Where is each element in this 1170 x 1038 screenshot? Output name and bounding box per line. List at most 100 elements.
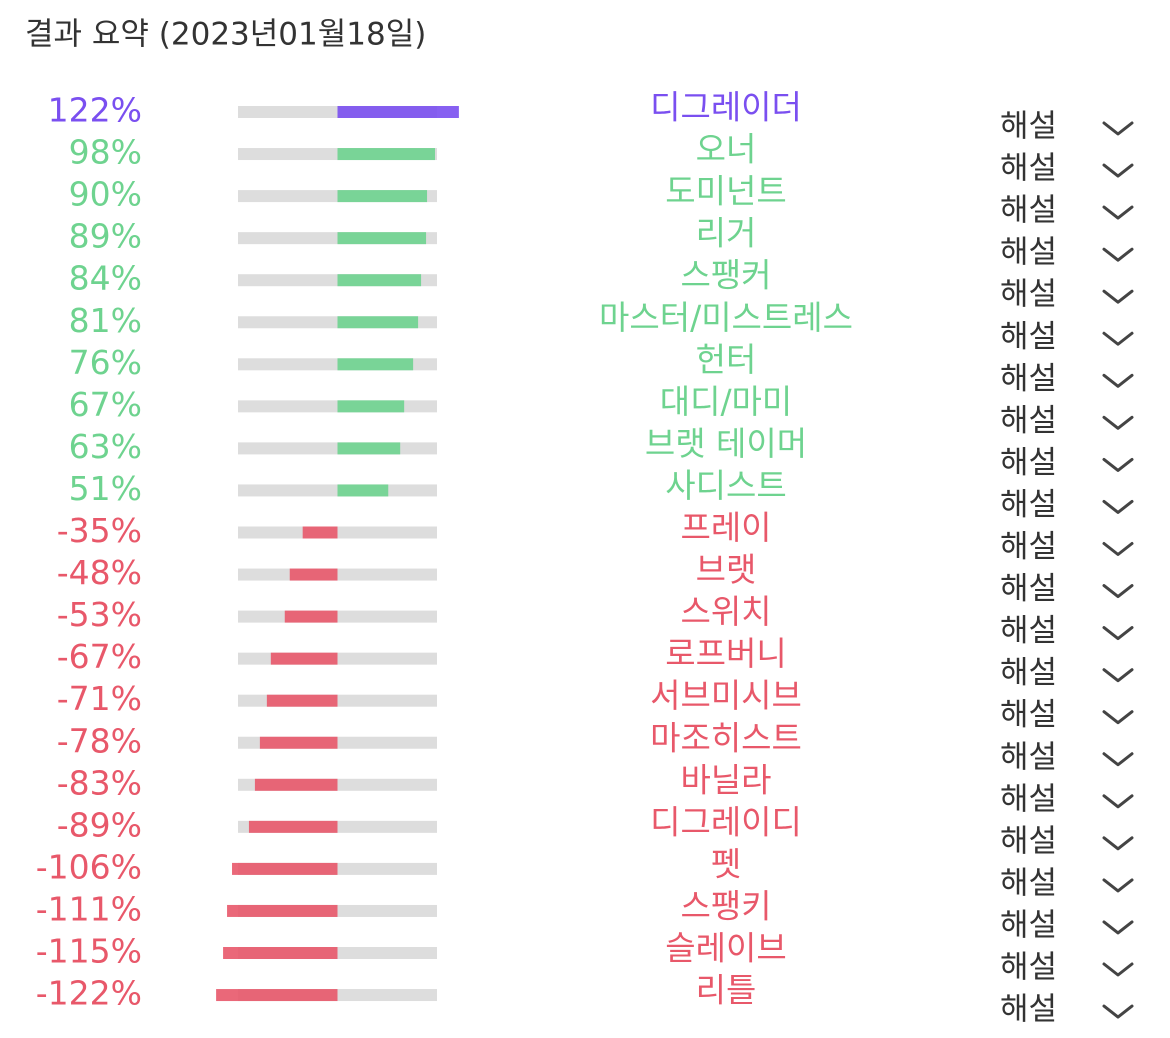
chevron-icon[interactable]: [1102, 289, 1134, 304]
value-label: -35%: [57, 511, 142, 550]
bar: [248, 820, 338, 833]
detail-toggle[interactable]: 해설: [1000, 151, 1057, 187]
chevron-icon[interactable]: [1102, 794, 1134, 809]
bar: [270, 652, 338, 665]
detail-toggle[interactable]: 해설: [1000, 109, 1057, 145]
category-label: 스팽키: [680, 886, 771, 925]
detail-toggle[interactable]: 해설: [1000, 950, 1057, 986]
bar: [232, 862, 338, 875]
bar: [289, 568, 338, 581]
detail-toggle[interactable]: 해설: [1000, 655, 1057, 691]
chevron-icon[interactable]: [1102, 415, 1134, 430]
value-label: 63%: [69, 427, 142, 466]
detail-toggle[interactable]: 해설: [1000, 361, 1057, 397]
detail-toggle[interactable]: 해설: [1000, 992, 1057, 1028]
chevron-icon[interactable]: [1102, 247, 1134, 262]
value-label: -122%: [36, 974, 142, 1013]
chevron-icon[interactable]: [1102, 962, 1134, 977]
category-label: 바닐라: [680, 760, 771, 799]
category-label: 스팽커: [680, 256, 771, 295]
chevron-icon[interactable]: [1102, 920, 1134, 935]
chevron-icon[interactable]: [1102, 542, 1134, 556]
category-label: 서브미시브: [650, 676, 802, 715]
bar: [227, 904, 338, 917]
bar: [337, 316, 419, 329]
chevron-icon[interactable]: [1102, 121, 1134, 136]
chevron-icon[interactable]: [1102, 373, 1134, 388]
detail-toggle[interactable]: 해설: [1000, 865, 1057, 901]
category-label: 마스터/미스트레스: [599, 298, 853, 337]
category-label: 리거: [696, 214, 757, 253]
category-label: 펫: [711, 844, 741, 883]
bar: [337, 400, 405, 413]
category-label: 리틀: [696, 971, 757, 1010]
chevron-icon[interactable]: [1102, 1004, 1134, 1019]
chevron-icon[interactable]: [1102, 584, 1134, 599]
bar: [302, 526, 338, 539]
detail-toggle[interactable]: 해설: [1000, 781, 1057, 817]
detail-toggle[interactable]: 해설: [1000, 319, 1057, 355]
chevron-icon[interactable]: [1102, 836, 1134, 851]
category-label: 헌터: [696, 340, 757, 379]
detail-toggle[interactable]: 해설: [1000, 487, 1057, 523]
value-label: -106%: [36, 847, 142, 886]
value-label: 81%: [69, 301, 142, 340]
chevron-icon[interactable]: [1102, 163, 1134, 178]
value-label: 76%: [69, 343, 142, 382]
category-label: 슬레이브: [665, 929, 786, 968]
category-label: 브랫: [696, 550, 757, 589]
detail-toggle[interactable]: 해설: [1000, 907, 1057, 943]
category-label: 디그레이디: [650, 802, 802, 841]
value-label: -48%: [57, 553, 142, 592]
detail-toggle[interactable]: 해설: [1000, 277, 1057, 313]
value-label: 89%: [69, 217, 142, 256]
value-label: -111%: [36, 889, 142, 928]
detail-toggle[interactable]: 해설: [1000, 193, 1057, 229]
bar: [337, 232, 427, 245]
value-label: -78%: [57, 721, 142, 760]
chevron-icon[interactable]: [1102, 710, 1134, 725]
value-label: 122%: [48, 91, 142, 130]
category-label: 프레이: [680, 508, 771, 547]
detail-toggle[interactable]: 해설: [1000, 235, 1057, 271]
value-label: 98%: [69, 133, 142, 172]
category-label: 로프버니: [665, 634, 786, 673]
category-label: 브랫 테이머: [645, 424, 807, 463]
bar: [259, 736, 338, 749]
bar: [223, 947, 338, 959]
detail-toggle[interactable]: 해설: [1000, 403, 1057, 439]
chevron-icon[interactable]: [1102, 205, 1134, 220]
detail-toggle[interactable]: 해설: [1000, 823, 1057, 859]
value-label: -89%: [57, 805, 142, 844]
chevron-icon[interactable]: [1102, 752, 1134, 767]
category-label: 사디스트: [665, 466, 786, 505]
value-label: -115%: [36, 932, 142, 971]
chevron-icon[interactable]: [1102, 457, 1134, 472]
chevron-icon[interactable]: [1102, 499, 1134, 514]
detail-toggle[interactable]: 해설: [1000, 697, 1057, 733]
value-label: 90%: [69, 175, 142, 214]
value-label: -67%: [57, 637, 142, 676]
bar: [337, 106, 459, 118]
detail-toggle[interactable]: 해설: [1000, 529, 1057, 565]
category-label: 스위치: [680, 592, 771, 631]
category-label: 마조히스트: [650, 718, 802, 757]
detail-toggle[interactable]: 해설: [1000, 613, 1057, 649]
value-label: -71%: [57, 679, 142, 718]
detail-toggle[interactable]: 해설: [1000, 571, 1057, 607]
bar: [266, 694, 338, 707]
detail-toggle[interactable]: 해설: [1000, 739, 1057, 775]
bar: [337, 442, 401, 455]
chevron-icon[interactable]: [1102, 331, 1134, 346]
value-label: 51%: [69, 469, 142, 508]
category-label: 대디/마미: [660, 382, 793, 421]
value-label: 84%: [69, 259, 142, 298]
bar: [337, 148, 436, 161]
bar: [337, 358, 414, 371]
chevron-icon[interactable]: [1102, 878, 1134, 893]
detail-toggle[interactable]: 해설: [1000, 445, 1057, 481]
bar: [337, 274, 422, 287]
chevron-icon[interactable]: [1102, 626, 1134, 641]
chevron-icon[interactable]: [1102, 668, 1134, 683]
